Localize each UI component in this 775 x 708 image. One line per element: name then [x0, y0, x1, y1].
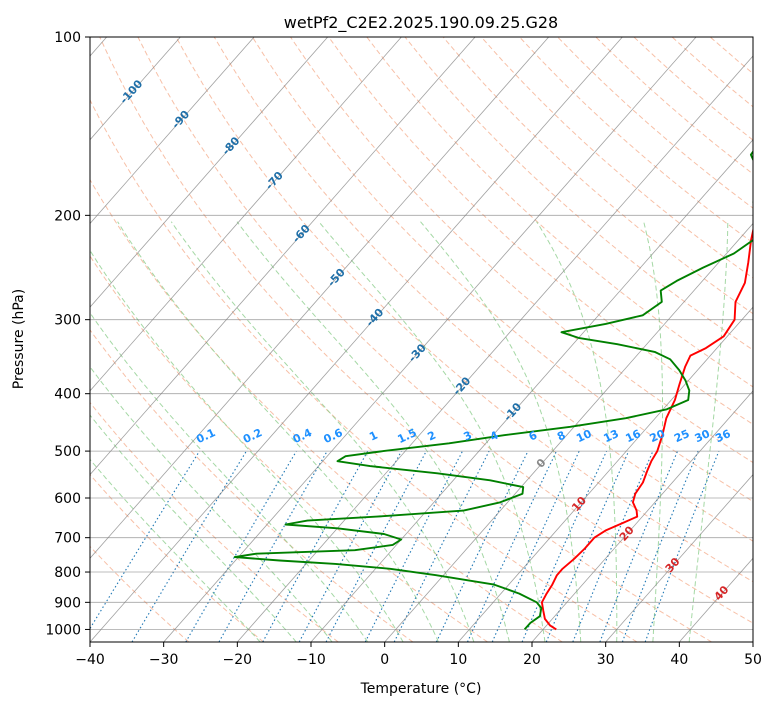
- x-tick-label: 0: [380, 652, 389, 668]
- plot-frame: [89, 36, 754, 643]
- x-tick-label: 20: [523, 652, 541, 668]
- mixing-ratio-label: 25: [672, 427, 691, 445]
- y-tick-label: 900: [54, 595, 81, 611]
- isotherm-line: [90, 37, 181, 141]
- x-tick-label: 10: [449, 652, 467, 668]
- y-tick-label: 400: [54, 387, 81, 403]
- mixing-ratio-label: 10: [574, 427, 594, 445]
- x-tick-label: −30: [149, 652, 179, 668]
- moist-adiabat: [90, 249, 404, 642]
- x-tick-label: 30: [597, 652, 615, 668]
- moist-adiabat: [117, 221, 439, 642]
- mixing-ratio-label: 20: [648, 427, 668, 445]
- dry-adiabat: [90, 98, 638, 642]
- dry-adiabat: [90, 255, 488, 642]
- y-axis-ticks: 100 200 300 400 500 600 700 800 900 1000: [45, 30, 90, 638]
- x-axis-label: Temperature (°C): [360, 681, 482, 697]
- y-tick-label: 200: [54, 208, 81, 224]
- isotherm-line: [163, 37, 697, 642]
- isotherm-line: [90, 37, 623, 642]
- y-tick-label: 600: [54, 491, 81, 507]
- mixing-ratio-label: 16: [624, 427, 644, 445]
- mixing-ratio-line: [545, 450, 630, 642]
- mixing-ratio-line: [393, 450, 490, 642]
- isotherm-line: [90, 37, 402, 392]
- y-tick-label: 500: [54, 444, 81, 460]
- chart-title: wetPf2_C2E2.2025.190.09.25.G28: [284, 13, 558, 33]
- moist-adiabat: [90, 414, 297, 642]
- moist-adiabat: [536, 221, 618, 642]
- moist-adiabat: [90, 366, 333, 642]
- plot-area: [90, 37, 753, 642]
- x-tick-label: 50: [744, 652, 762, 668]
- x-tick-label: −10: [296, 652, 326, 668]
- isotherm-line: [90, 37, 476, 476]
- y-tick-label: 1000: [45, 622, 81, 638]
- dry-adiabat: [442, 37, 753, 315]
- isotherm-line: [90, 37, 255, 225]
- dry-adiabat: [251, 37, 753, 503]
- moist-adiabat: [170, 221, 475, 642]
- dry-adiabat: [290, 37, 753, 464]
- mixing-ratio-line: [572, 450, 654, 642]
- dry-adiabat: [328, 37, 753, 425]
- dry-adiabat: [137, 37, 753, 624]
- mixing-ratio-line: [644, 450, 720, 642]
- mixing-ratio-label: 13: [602, 427, 621, 445]
- x-tick-label: −40: [75, 652, 105, 668]
- moist-adiabat: [90, 458, 261, 642]
- dry-adiabat: [404, 37, 753, 351]
- y-tick-label: 800: [54, 565, 81, 581]
- isotherm-line: [90, 37, 329, 308]
- isotherm-line: [384, 222, 753, 642]
- dry-adiabat: [175, 37, 753, 583]
- dry-adiabat: [90, 401, 339, 642]
- mixing-ratio-line: [521, 450, 608, 642]
- dry-adiabat: [90, 178, 563, 642]
- mixing-ratio-line: [90, 450, 200, 630]
- mixing-ratio-line: [599, 450, 679, 642]
- mixing-ratio-line: [262, 450, 369, 642]
- pressure-gridlines: [90, 37, 753, 630]
- mixing-ratio-label: 30: [693, 427, 713, 445]
- moist-adiabat: [236, 221, 510, 642]
- isotherms: [90, 37, 753, 642]
- y-axis-label: Pressure (hPa): [11, 289, 27, 389]
- moist-adiabat: [643, 221, 663, 642]
- mixing-ratio-line: [621, 450, 699, 642]
- x-axis-ticks: −40 −30 −20 −10 0 10 20 30 40 50: [75, 642, 762, 668]
- isotherm-line: [236, 55, 753, 642]
- x-tick-label: 40: [670, 652, 688, 668]
- mixing-ratio-line: [218, 450, 328, 642]
- moist-adiabats: [90, 221, 729, 642]
- dewpoint-profile: [233, 150, 753, 631]
- moist-adiabat: [90, 312, 369, 642]
- dry-adiabat: [99, 37, 712, 642]
- isotherm-line: [531, 390, 753, 642]
- isotherm-line: [605, 474, 753, 642]
- x-tick-label: −20: [223, 652, 253, 668]
- y-tick-label: 100: [54, 30, 81, 46]
- y-tick-label: 700: [54, 531, 81, 547]
- dry-adiabat: [90, 473, 264, 642]
- isotherm-line: [457, 306, 753, 642]
- sounding-series: [233, 150, 753, 631]
- y-tick-label: 300: [54, 313, 81, 329]
- isotherm-line: [90, 37, 550, 559]
- temperature-profile: [540, 226, 753, 631]
- mixing-ratio-label: 36: [713, 427, 733, 445]
- mixing-ratio-line: [364, 450, 463, 642]
